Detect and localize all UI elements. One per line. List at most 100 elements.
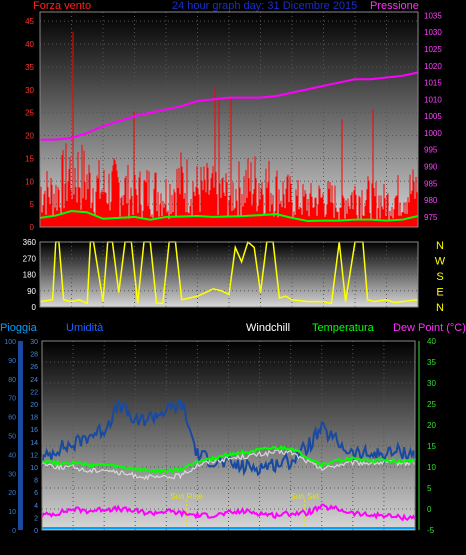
temp-axis-tick: 35 (427, 358, 436, 367)
pressure-line (40, 71, 419, 141)
temp-x-tick: 08 (162, 540, 171, 549)
wind-axis-tick: 40 (25, 40, 34, 49)
rain-axis-tick: 70 (8, 396, 16, 403)
temp-x-tick: 10 (193, 540, 202, 549)
direction-compass-label: N (436, 302, 444, 314)
temp-panel-frame (41, 340, 416, 531)
rain-axis-tick: 40 (8, 452, 16, 459)
wind-axis-tick: 15 (25, 154, 34, 163)
direction-axis-tick: 270 (23, 254, 37, 263)
direction-compass-label: W (435, 256, 446, 268)
temp-axis-tick: -5 (427, 526, 435, 535)
humidity-axis-tick: 14 (30, 440, 38, 447)
rain-axis-tick: 80 (8, 377, 16, 384)
pressure-axis-tick: 990 (424, 163, 438, 172)
direction-axis-tick: 0 (32, 303, 37, 312)
humidity-axis-tick: 6 (34, 490, 38, 497)
humidity-axis-tick: 20 (30, 402, 38, 409)
header-left-label: Forza vento (33, 0, 92, 12)
wind-x-tick: 00 (414, 232, 423, 241)
humidity-axis-tick: 16 (30, 427, 38, 434)
humidity-axis-tick: 10 (30, 465, 38, 472)
pressure-axis-tick: 1000 (424, 129, 442, 138)
temp-axis-tick: 20 (427, 421, 436, 430)
header-center-label: 24 hour graph day: 31 Dicembre 2015 (172, 0, 358, 12)
rain-axis-tick: 20 (8, 490, 16, 497)
temp-axis-tick: 25 (427, 400, 436, 409)
wind-axis-tick: 5 (30, 200, 35, 209)
rain-axis-tick: 30 (8, 471, 16, 478)
humidity-axis-tick: 4 (34, 503, 38, 510)
wind-axis-tick: 30 (25, 86, 34, 95)
wind-x-tick: 02 (67, 232, 76, 241)
wind-axis-tick: 25 (25, 109, 34, 118)
pressure-axis-tick: 1015 (424, 79, 442, 88)
dewpoint-line (41, 503, 416, 522)
wind-x-tick: 04 (99, 232, 108, 241)
legend-label-0: Pioggia (0, 322, 38, 334)
humidity-axis-tick: 18 (30, 415, 38, 422)
wind-axis-tick: 20 (25, 132, 34, 141)
direction-axis-tick: 360 (23, 238, 37, 247)
wind-x-tick: 10 (193, 232, 202, 241)
temp-x-tick: 12 (224, 540, 233, 549)
wind-average-line (39, 209, 419, 223)
pressure-axis-tick: 1030 (424, 28, 442, 37)
direction-compass-label: E (436, 287, 443, 299)
temp-x-tick: 18 (317, 540, 326, 549)
rain-axis-tick: 0 (12, 528, 16, 535)
header-right-label: Pressione (370, 0, 419, 12)
wind-axis-tick: 35 (25, 63, 34, 72)
direction-compass-label: S (436, 271, 443, 283)
rain-axis-tick: 90 (8, 358, 16, 365)
pressure-axis-tick: 995 (424, 146, 438, 155)
wind-x-tick: 14 (256, 232, 265, 241)
pressure-axis-tick: 1035 (424, 11, 442, 20)
sun-annotation: Sun Rise (170, 492, 203, 501)
wind-axis-tick: 0 (30, 223, 35, 232)
humidity-line (41, 399, 416, 477)
rain-axis-tick: 50 (8, 434, 16, 441)
temp-axis-tick: 30 (427, 379, 436, 388)
humidity-axis-tick: 12 (30, 452, 38, 459)
sun-annotation: Sun Set (290, 492, 319, 501)
wind-x-tick: 08 (162, 232, 171, 241)
temp-axis-tick: 10 (427, 463, 436, 472)
direction-compass-label: N (436, 240, 444, 252)
direction-axis-tick: 180 (23, 271, 37, 280)
wind-panel-frame (39, 11, 419, 228)
legend-label-1: Umidità (66, 322, 104, 334)
pressure-axis-tick: 1020 (424, 62, 442, 71)
temp-x-tick: 02 (69, 540, 78, 549)
temp-x-tick: 04 (100, 540, 109, 549)
rain-axis-tick: 10 (8, 509, 16, 516)
legend-label-4: Dew Point (°C) (393, 322, 466, 334)
temp-axis-tick: 15 (427, 442, 436, 451)
rain-axis-tick: 60 (8, 415, 16, 422)
pressure-axis-tick: 980 (424, 196, 438, 205)
pressure-axis-tick: 1025 (424, 45, 442, 54)
temp-x-tick: 14 (255, 540, 264, 549)
humidity-axis-tick: 30 (30, 339, 38, 346)
pressure-axis-tick: 1005 (424, 112, 442, 121)
wind-x-tick: 16 (288, 232, 297, 241)
windchill-line (41, 449, 416, 481)
temp-axis-tick: 40 (427, 337, 436, 346)
wind-x-tick: 22 (382, 232, 391, 241)
temp-axis-tick: 5 (427, 484, 432, 493)
humidity-axis-tick: 28 (30, 352, 38, 359)
pressure-axis-tick: 975 (424, 213, 438, 222)
wind-x-tick: 20 (351, 232, 360, 241)
pressure-axis-tick: 985 (424, 179, 438, 188)
wind-x-tick: 18 (319, 232, 328, 241)
temp-x-tick: 22 (379, 540, 388, 549)
wind-axis-tick: 10 (25, 177, 34, 186)
humidity-axis-tick: 2 (34, 515, 38, 522)
temp-x-tick: 16 (286, 540, 295, 549)
rain-axis-tick: 100 (4, 339, 16, 346)
direction-panel-frame (39, 241, 419, 308)
humidity-axis-tick: 0 (34, 528, 38, 535)
wind-x-tick: 12 (225, 232, 234, 241)
temp-x-tick: 00 (411, 540, 420, 549)
